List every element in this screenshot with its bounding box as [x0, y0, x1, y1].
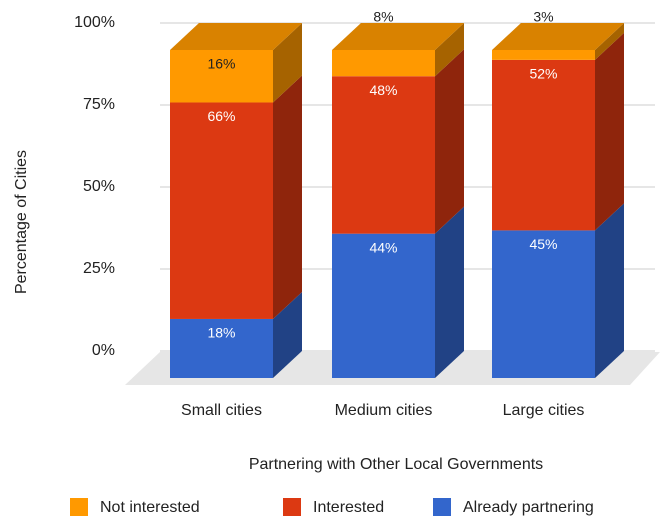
bar-side [595, 203, 624, 378]
data-label: 8% [373, 9, 393, 25]
bar-segment [170, 50, 273, 103]
bar-segment [492, 50, 595, 60]
bar-side [273, 75, 302, 319]
y-tick-label: 50% [83, 178, 115, 195]
bar-side [273, 23, 302, 103]
data-label: 48% [369, 82, 397, 98]
y-tick-label: 100% [74, 14, 115, 31]
bar-segment [170, 318, 273, 378]
data-label: 45% [529, 236, 557, 252]
y-axis-title: Percentage of Cities [13, 150, 30, 294]
data-label: 52% [529, 66, 557, 82]
data-label: 18% [207, 325, 235, 341]
legend-label: Not interested [100, 499, 200, 516]
bar-side [273, 291, 302, 378]
x-tick-label: Medium cities [335, 402, 433, 419]
bar-segment [492, 230, 595, 378]
bar-top [170, 23, 302, 50]
y-tick-label: 0% [92, 342, 115, 359]
bar-side [595, 32, 624, 231]
data-label: 44% [369, 239, 397, 255]
bar-side [435, 49, 464, 234]
data-label: 16% [207, 56, 235, 72]
x-tick-label: Large cities [503, 402, 585, 419]
legend-label: Interested [313, 499, 384, 516]
legend-swatch [70, 498, 88, 516]
bar-segment [492, 59, 595, 231]
legend-swatch [283, 498, 301, 516]
bar-segment [332, 233, 435, 378]
x-tick-label: Small cities [181, 402, 262, 419]
bar-segment [332, 50, 435, 77]
y-tick-label: 25% [83, 260, 115, 277]
bar-side [435, 206, 464, 378]
bar-segment [332, 76, 435, 234]
bar-top [332, 23, 464, 50]
legend-label: Already partnering [463, 499, 594, 516]
bar-segment [170, 102, 273, 319]
x-axis-title: Partnering with Other Local Governments [249, 456, 543, 473]
data-label: 3% [533, 9, 553, 25]
bar-side [435, 23, 464, 77]
bar-side [595, 23, 624, 60]
legend-swatch [433, 498, 451, 516]
bar-top [492, 23, 624, 50]
data-label: 66% [207, 108, 235, 124]
y-tick-label: 75% [83, 96, 115, 113]
